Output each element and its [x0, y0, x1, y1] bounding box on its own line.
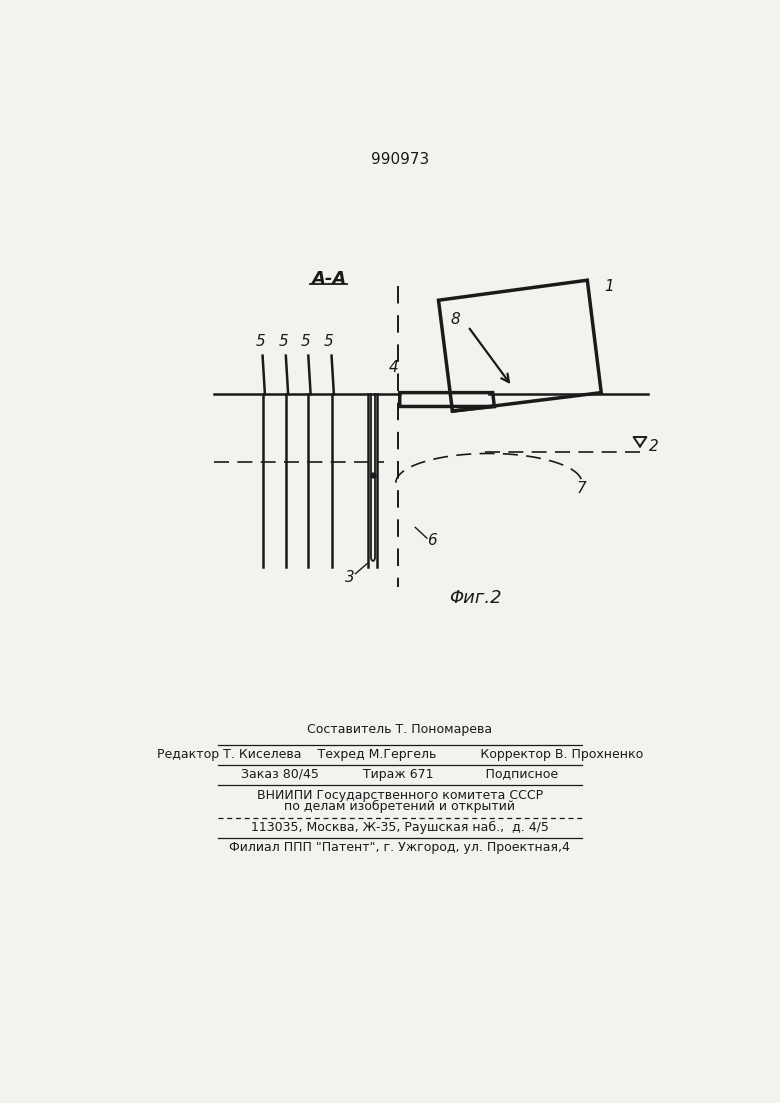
Text: A-A: A-A: [310, 269, 346, 288]
Text: Редактор Т. Киселева    Техред М.Гергель           Корректор В. Прохненко: Редактор Т. Киселева Техред М.Гергель Ко…: [157, 748, 643, 761]
Text: Составитель Т. Пономарева: Составитель Т. Пономарева: [307, 722, 492, 736]
Text: 4: 4: [388, 360, 399, 375]
Text: 5: 5: [278, 334, 289, 350]
Text: 7: 7: [577, 481, 587, 495]
Text: 990973: 990973: [370, 152, 429, 167]
Text: 5: 5: [300, 334, 310, 350]
Text: Φиг.2: Φиг.2: [448, 589, 502, 608]
Text: 2: 2: [649, 439, 659, 454]
Text: 5: 5: [324, 334, 333, 350]
Text: 6: 6: [427, 533, 437, 548]
Text: ВНИИПИ Государственного комитета СССР: ВНИИПИ Государственного комитета СССР: [257, 789, 543, 802]
Text: Заказ 80/45           Тираж 671             Подписное: Заказ 80/45 Тираж 671 Подписное: [241, 768, 558, 781]
Text: 1: 1: [604, 279, 614, 293]
Text: 113035, Москва, Ж-35, Раушская наб.,  д. 4/5: 113035, Москва, Ж-35, Раушская наб., д. …: [251, 821, 548, 834]
Text: 3: 3: [345, 570, 354, 585]
Text: Филиал ППП "Патент", г. Ужгород, ул. Проектная,4: Филиал ППП "Патент", г. Ужгород, ул. Про…: [229, 842, 570, 854]
Text: 8: 8: [451, 312, 460, 326]
Text: по делам изобретений и открытий: по делам изобретений и открытий: [284, 800, 516, 813]
Text: 5: 5: [255, 334, 265, 350]
